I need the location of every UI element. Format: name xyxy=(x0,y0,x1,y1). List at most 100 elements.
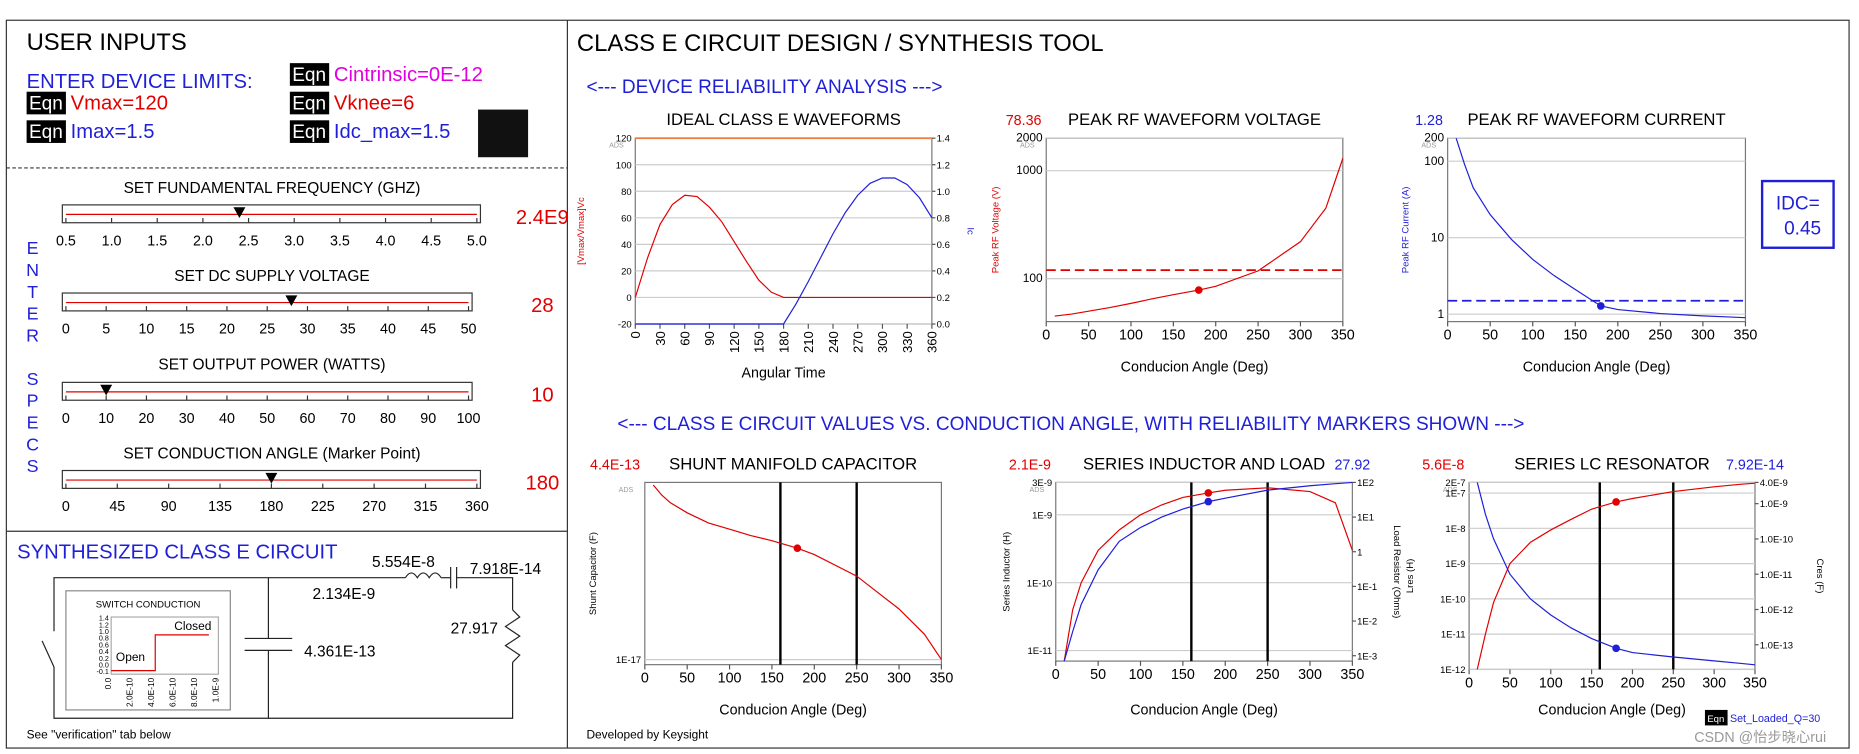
slider-tick-label: 0 xyxy=(62,322,70,338)
marker-point xyxy=(1204,497,1213,506)
inset-tick-label: 0.8 xyxy=(99,635,109,643)
eqn-tag-text: Eqn xyxy=(29,94,63,115)
plot-area xyxy=(644,481,943,666)
y2-tick-label: 1.0E-9 xyxy=(1760,499,1788,510)
x-tick-label: 210 xyxy=(801,331,816,353)
y2-tick-label: 0.0 xyxy=(937,320,950,331)
y2-tick-label: 1E1 xyxy=(1357,513,1374,524)
x-tick-label: 300 xyxy=(1298,667,1322,683)
marker-point xyxy=(1194,286,1203,294)
series-line xyxy=(1054,158,1344,317)
y2-tick-label: 1.0E-10 xyxy=(1760,535,1793,546)
inset-annotation: Closed xyxy=(174,619,211,633)
eqn-tag xyxy=(289,120,330,143)
readout-value: 78.36 xyxy=(1006,113,1042,129)
inductor xyxy=(404,572,442,579)
slider-tick-label: 270 xyxy=(362,499,386,515)
x-tick-label: 0 xyxy=(1052,667,1060,683)
y2-axis-label: Ic xyxy=(965,227,976,235)
slider-tick-label: 0 xyxy=(62,499,70,515)
inset-tick-label: 0.0 xyxy=(99,661,109,669)
x-tick-label: 90 xyxy=(702,331,717,346)
slider-handle[interactable] xyxy=(233,207,246,218)
chart-title: PEAK RF WAVEFORM CURRENT xyxy=(1467,110,1725,129)
source-tag: ADS xyxy=(1030,486,1045,494)
series-line xyxy=(634,194,932,299)
x-tick-label: 0 xyxy=(628,331,643,338)
slider-handle[interactable] xyxy=(100,384,113,396)
y2-tick-label: 1E-1 xyxy=(1357,582,1377,593)
slider-tick-label: 20 xyxy=(138,411,154,427)
x-tick-label: 100 xyxy=(1129,667,1153,683)
y-tick-label: -20 xyxy=(618,320,632,331)
y-tick-label: 1E-8 xyxy=(1445,524,1465,535)
plot-area xyxy=(1055,481,1353,662)
plot-area xyxy=(1447,137,1747,323)
x-tick-label: 150 xyxy=(1563,327,1587,343)
x-tick-label: 350 xyxy=(929,671,953,687)
source-tag: ADS xyxy=(1020,142,1035,150)
specs-side-label: ENTER SPECS xyxy=(23,238,43,478)
inset-tick-label: 6.0E-10 xyxy=(168,677,178,707)
slider-tick-label: 0.5 xyxy=(56,233,76,249)
marker-point xyxy=(1204,489,1213,497)
x-tick-label: 50 xyxy=(1482,327,1498,343)
component-value: 27.917 xyxy=(451,621,498,638)
x-tick-label: 50 xyxy=(679,671,695,687)
y-axis-label: Lres (H) xyxy=(1405,559,1416,593)
x-tick-label: 250 xyxy=(1256,667,1280,683)
slider-handle[interactable] xyxy=(265,472,278,484)
inset-tick-label: 0.2 xyxy=(99,655,109,663)
y-axis-label: Series Inductor (H) xyxy=(1001,532,1012,612)
y-tick-label: 120 xyxy=(616,134,632,145)
x-tick-label: 300 xyxy=(887,671,911,687)
slider-tick-label: 45 xyxy=(420,322,436,338)
y2-axis-label: Load Resistor (Ohms) xyxy=(1391,525,1402,618)
readout-value: 2.1E-9 xyxy=(1009,457,1051,473)
wire xyxy=(456,577,514,610)
slider-handle[interactable] xyxy=(285,295,298,307)
limits-heading: ENTER DEVICE LIMITS: xyxy=(27,71,253,93)
slider-tick-label: 80 xyxy=(380,411,396,427)
inset-plot xyxy=(110,616,219,675)
mini-panel xyxy=(478,109,529,158)
slider-tick-label: 35 xyxy=(340,322,356,338)
equation: Vmax=120 xyxy=(71,93,168,115)
inset-tick-label: -0.1 xyxy=(97,668,109,676)
y2-tick-label: 1.0E-11 xyxy=(1760,570,1793,581)
y2-tick-label: 0.6 xyxy=(937,240,950,251)
y-tick-label: 2E-7 xyxy=(1445,478,1465,489)
x-tick-label: 330 xyxy=(900,331,915,353)
y-tick-label: 100 xyxy=(616,160,632,171)
slider-tick-label: 90 xyxy=(420,411,436,427)
y-tick-label: 1E-7 xyxy=(1445,489,1465,500)
x-tick-label: 240 xyxy=(826,331,841,353)
idc-value: 0.45 xyxy=(1784,219,1821,240)
chart-title: SHUNT MANIFOLD CAPACITOR xyxy=(669,454,917,473)
x-axis-label: Conducion Angle (Deg) xyxy=(719,703,867,719)
x-tick-label: 0 xyxy=(1042,327,1050,343)
x-tick-label: 350 xyxy=(1340,667,1364,683)
inset-tick-label: 1.0 xyxy=(99,628,109,636)
y-tick-label: 1E-11 xyxy=(1028,646,1053,657)
y2-tick-label: 0.4 xyxy=(937,266,951,277)
eqn-tag xyxy=(1704,709,1728,726)
slider-title: SET DC SUPPLY VOLTAGE xyxy=(174,268,369,285)
x-tick-label: 250 xyxy=(1246,327,1270,343)
x-tick-label: 50 xyxy=(1081,327,1097,343)
inset-tick-label: 1.0E-9 xyxy=(210,677,220,702)
source-tag: ADS xyxy=(1443,486,1458,494)
x-tick-label: 250 xyxy=(1661,675,1685,691)
panel-title: USER INPUTS xyxy=(27,29,187,56)
wire xyxy=(53,662,514,719)
x-axis-label: Conducion Angle (Deg) xyxy=(1121,360,1269,376)
x-tick-label: 0 xyxy=(1465,675,1473,691)
source-tag: ADS xyxy=(609,142,624,150)
equation: Idc_max=1.5 xyxy=(334,121,450,143)
slider-tick-label: 315 xyxy=(414,499,438,515)
eqn-tag xyxy=(26,120,66,143)
slider-tick-label: 2.5 xyxy=(239,233,259,249)
slider-title: SET FUNDAMENTAL FREQUENCY (GHZ) xyxy=(124,180,421,197)
slider-tick-label: 4.5 xyxy=(421,233,441,249)
x-tick-label: 100 xyxy=(718,671,742,687)
